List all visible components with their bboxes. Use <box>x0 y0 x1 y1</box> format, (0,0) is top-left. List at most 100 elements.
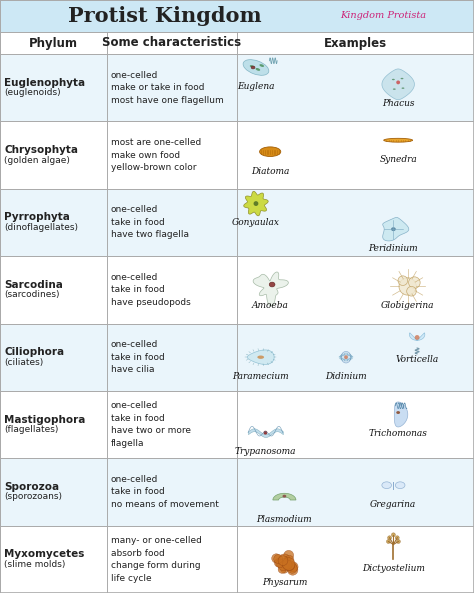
Ellipse shape <box>260 147 281 157</box>
Bar <box>0 525 474 593</box>
Circle shape <box>399 278 416 295</box>
Bar <box>0 0 474 32</box>
Text: Paramecium: Paramecium <box>232 372 289 381</box>
Text: (dinoflagellates): (dinoflagellates) <box>4 223 78 232</box>
Circle shape <box>386 540 391 543</box>
Text: Plasmodium: Plasmodium <box>256 515 312 524</box>
Text: Phylum: Phylum <box>29 37 78 49</box>
Ellipse shape <box>269 282 275 287</box>
Polygon shape <box>244 192 268 216</box>
Ellipse shape <box>396 81 400 84</box>
Text: Protist Kingdom: Protist Kingdom <box>68 6 262 26</box>
Text: Some characteristics: Some characteristics <box>102 37 241 49</box>
Ellipse shape <box>341 352 351 363</box>
Text: Ciliophora: Ciliophora <box>4 347 64 357</box>
Polygon shape <box>247 350 274 365</box>
Text: Vorticella: Vorticella <box>395 355 439 364</box>
Ellipse shape <box>243 60 269 75</box>
Circle shape <box>415 335 419 340</box>
Ellipse shape <box>254 201 258 206</box>
Ellipse shape <box>255 68 260 71</box>
Text: one-celled
take in food
have two or more
flagella: one-celled take in food have two or more… <box>110 401 191 448</box>
Text: Myxomycetes: Myxomycetes <box>4 549 84 559</box>
Circle shape <box>283 560 292 569</box>
Text: Sarcodina: Sarcodina <box>4 280 63 290</box>
Text: Gonyaulax: Gonyaulax <box>232 218 280 227</box>
Circle shape <box>274 559 283 567</box>
Bar <box>0 391 474 458</box>
Text: many- or one-celled
absorb food
change form during
life cycle: many- or one-celled absorb food change f… <box>110 536 201 582</box>
Text: Examples: Examples <box>324 37 387 49</box>
Circle shape <box>396 540 401 543</box>
Text: (golden algae): (golden algae) <box>4 155 70 165</box>
Circle shape <box>282 557 295 570</box>
Text: most are one-celled
make own food
yellow-brown color: most are one-celled make own food yellow… <box>110 138 201 172</box>
Text: (euglenoids): (euglenoids) <box>4 88 61 97</box>
Text: Diatoma: Diatoma <box>251 167 289 176</box>
Circle shape <box>274 554 283 563</box>
Ellipse shape <box>251 66 255 69</box>
Text: one-celled
take in food
no means of movement: one-celled take in food no means of move… <box>110 475 219 509</box>
Text: one-celled
make or take in food
most have one flagellum: one-celled make or take in food most hav… <box>110 71 223 105</box>
Circle shape <box>264 431 267 435</box>
Text: (ciliates): (ciliates) <box>4 358 43 366</box>
Text: Kingdom Protista: Kingdom Protista <box>340 11 426 21</box>
Circle shape <box>409 277 420 288</box>
Ellipse shape <box>283 495 286 498</box>
Text: one-celled
take in food
have two flagella: one-celled take in food have two flagell… <box>110 205 189 240</box>
Circle shape <box>398 276 408 285</box>
Circle shape <box>278 565 286 573</box>
Text: Peridinium: Peridinium <box>369 244 418 253</box>
Polygon shape <box>383 218 409 241</box>
Circle shape <box>284 556 294 565</box>
Text: one-celled
take in food
have cilia: one-celled take in food have cilia <box>110 340 164 374</box>
Ellipse shape <box>391 227 396 231</box>
Circle shape <box>407 286 416 296</box>
Text: (flagellates): (flagellates) <box>4 425 58 434</box>
Text: one-celled
take in food
have pseudopods: one-celled take in food have pseudopods <box>110 273 191 307</box>
Text: Mastigophora: Mastigophora <box>4 415 85 425</box>
Circle shape <box>278 554 291 566</box>
Circle shape <box>392 533 395 537</box>
Bar <box>0 256 474 324</box>
Text: Pyrrophyta: Pyrrophyta <box>4 212 70 222</box>
Ellipse shape <box>259 64 264 67</box>
Ellipse shape <box>344 355 348 359</box>
Circle shape <box>287 563 297 573</box>
Bar <box>0 458 474 525</box>
Text: (sporozoans): (sporozoans) <box>4 492 62 502</box>
Bar <box>0 324 474 391</box>
Circle shape <box>284 560 295 570</box>
Text: Dictyostelium: Dictyostelium <box>362 564 425 573</box>
Text: Trypanosoma: Trypanosoma <box>235 448 296 457</box>
Text: Physarum: Physarum <box>262 578 307 586</box>
Ellipse shape <box>384 138 412 142</box>
Text: Sporozoa: Sporozoa <box>4 482 59 492</box>
Polygon shape <box>382 69 414 100</box>
Ellipse shape <box>401 78 403 79</box>
Bar <box>0 122 474 189</box>
Circle shape <box>284 550 294 560</box>
Text: Phacus: Phacus <box>382 99 414 108</box>
Text: Didinium: Didinium <box>325 372 367 381</box>
Text: (slime molds): (slime molds) <box>4 560 65 569</box>
Text: Chrysophyta: Chrysophyta <box>4 145 78 155</box>
Bar <box>0 54 474 122</box>
Text: Amoeba: Amoeba <box>252 301 289 310</box>
Text: Euglena: Euglena <box>237 82 275 91</box>
Ellipse shape <box>392 79 395 80</box>
Circle shape <box>278 556 288 566</box>
Text: Gregarina: Gregarina <box>370 500 417 509</box>
Circle shape <box>288 565 298 575</box>
Circle shape <box>288 563 297 572</box>
Circle shape <box>276 559 284 568</box>
Circle shape <box>278 559 290 571</box>
Polygon shape <box>394 402 408 427</box>
Ellipse shape <box>393 88 396 90</box>
Ellipse shape <box>396 411 400 414</box>
Ellipse shape <box>382 482 392 489</box>
Text: (sarcodines): (sarcodines) <box>4 291 60 299</box>
Circle shape <box>272 554 281 563</box>
Bar <box>0 32 474 54</box>
Circle shape <box>388 536 392 540</box>
